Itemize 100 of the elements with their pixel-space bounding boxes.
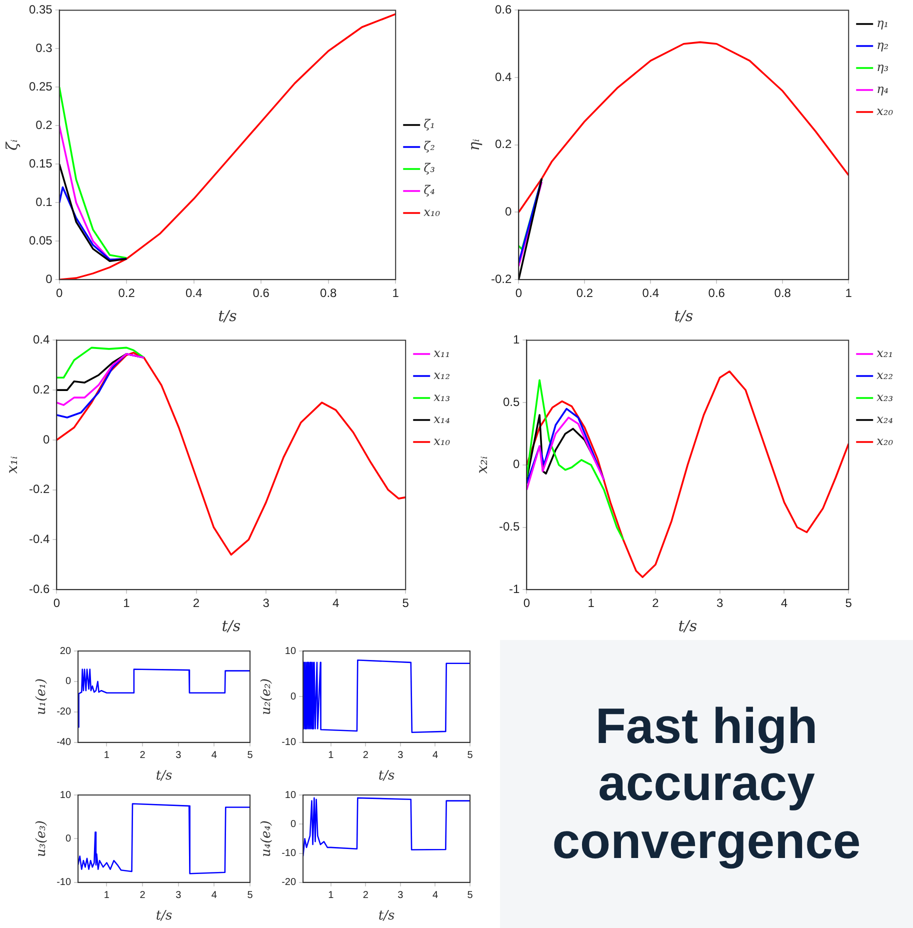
y-axis-title: u₂(e₂): [259, 678, 274, 716]
x-axis-title: t/s: [378, 908, 395, 924]
y-tick-label: 20: [60, 646, 72, 657]
y-tick-label: -0.4: [28, 532, 50, 546]
y-tick-label: 10: [284, 790, 296, 801]
x-tick-label: 0.4: [186, 286, 203, 300]
legend-label: x₁₂: [434, 368, 450, 382]
x-tick-label: 0.4: [642, 286, 660, 300]
y-tick-label: -0.2: [490, 272, 512, 286]
x-tick-label: 3: [716, 596, 724, 610]
x-tick-label: 0.6: [708, 286, 726, 300]
text: Fast high accuracy convergence: [500, 640, 913, 928]
y-tick-label: 0.35: [28, 2, 53, 17]
y-tick-label: 0.3: [36, 41, 53, 55]
legend-label: x₂₄: [876, 412, 894, 426]
x-tick-label: 3: [176, 750, 182, 762]
legend-label: x₁₀: [434, 434, 450, 448]
y-tick-label: 0.25: [28, 79, 53, 94]
y-tick-label: 0.2: [494, 137, 512, 152]
x-tick-label: 0: [523, 596, 530, 610]
x-tick-label: 4: [432, 750, 438, 762]
x-axis-title: t/s: [678, 616, 698, 635]
legend-label: x₂₁: [876, 346, 893, 360]
x-tick-label: 2: [140, 750, 146, 762]
x-tick-label: 5: [467, 890, 474, 902]
x-tick-label: 2: [362, 890, 369, 902]
x-tick-label: 1: [104, 890, 110, 902]
y-tick-label: -20: [282, 877, 296, 888]
y-tick-label: -1: [509, 582, 520, 596]
y-tick-label: -20: [56, 706, 72, 718]
x-tick-label: 4: [211, 890, 218, 902]
x-tick-label: 2: [362, 750, 369, 762]
y-axis-title: x₂ᵢ: [472, 456, 491, 474]
legend-label: x₂₀: [876, 104, 894, 118]
legend-label: ζ₄: [424, 183, 436, 198]
x-tick-label: 4: [332, 596, 340, 610]
y-tick-label: -0.2: [28, 482, 50, 496]
x-tick-label: 5: [247, 750, 254, 762]
y-tick-label: 0: [504, 204, 512, 219]
y-tick-label: -0.5: [498, 520, 520, 534]
y-axis-title: x₁ᵢ: [2, 456, 21, 474]
y-tick-label: 0.5: [502, 394, 520, 409]
y-tick-label: 0.15: [28, 156, 53, 170]
x-axis-title: t/s: [156, 908, 172, 924]
y-tick-label: 0.2: [32, 382, 50, 396]
x-tick-label: 1: [392, 286, 400, 300]
x-tick-label: 1: [123, 596, 130, 610]
x-tick-label: 0.2: [576, 286, 594, 300]
y-tick-label: 1: [512, 332, 520, 347]
x-tick-label: 4: [432, 890, 438, 902]
y-tick-label: -40: [56, 737, 72, 748]
y-tick-label: 0: [290, 691, 296, 702]
x-tick-label: 1: [328, 750, 334, 762]
x-axis-title: t/s: [218, 306, 238, 325]
y-tick-label: 0: [512, 457, 520, 472]
y-tick-label: 0: [46, 272, 53, 286]
x-tick-label: 2: [192, 596, 200, 610]
y-tick-label: 0.1: [36, 194, 53, 209]
legend-label: x₁₄: [434, 412, 450, 426]
x-tick-label: 4: [211, 750, 218, 762]
legend-label: η₃: [876, 60, 889, 74]
x-tick-label: 1: [104, 750, 110, 762]
y-tick-label: 10: [284, 646, 296, 657]
legend-label: x₂₂: [876, 368, 894, 382]
x-tick-label: 3: [398, 750, 404, 762]
legend-label: η₄: [876, 82, 889, 96]
y-axis-title: u₄(e₄): [259, 820, 274, 858]
legend-label: x₂₃: [876, 390, 894, 404]
x-tick-label: 1: [845, 286, 852, 300]
x-tick-label: 3: [262, 596, 270, 610]
x-tick-label: 0.6: [252, 286, 270, 300]
x-tick-label: 0.8: [320, 286, 338, 300]
x-tick-label: 5: [402, 596, 410, 610]
x-tick-label: 1: [328, 890, 334, 902]
y-tick-label: -10: [56, 877, 72, 888]
y-axis-title: u₃(e₃): [34, 820, 50, 858]
x-tick-label: 0.2: [118, 286, 136, 300]
y-tick-label: 0.4: [494, 70, 512, 84]
x-axis-title: t/s: [222, 616, 241, 635]
x-tick-label: 2: [140, 890, 146, 902]
x-axis-title: t/s: [378, 768, 395, 784]
y-tick-label: 10: [60, 790, 72, 801]
y-tick-label: 0.2: [36, 118, 53, 132]
y-tick-label: 0.6: [494, 2, 512, 17]
y-tick-label: -10: [282, 848, 296, 860]
y-axis-title: ηᵢ: [464, 138, 483, 151]
x-tick-label: 3: [398, 890, 404, 902]
y-tick-label: -10: [282, 737, 296, 748]
x-tick-label: 0.8: [774, 286, 792, 300]
y-axis-title: ζᵢ: [2, 139, 21, 150]
legend-label: x₁₃: [434, 390, 450, 404]
legend-label: η₂: [876, 38, 889, 52]
x-tick-label: 1: [588, 596, 595, 610]
y-tick-label: 0.4: [32, 332, 50, 347]
x-tick-label: 5: [845, 596, 852, 610]
y-tick-label: 0: [42, 432, 50, 446]
x-axis-title: t/s: [674, 306, 694, 325]
legend-label: η₁: [876, 16, 889, 30]
x-tick-label: 4: [780, 596, 788, 610]
x-tick-label: 3: [176, 890, 182, 902]
